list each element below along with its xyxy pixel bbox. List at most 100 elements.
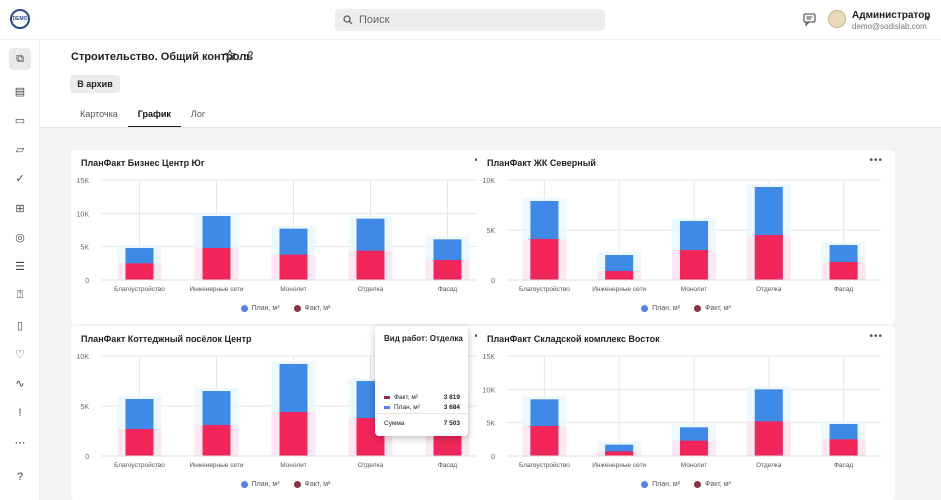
fact-bar[interactable]: [202, 248, 231, 280]
fact-bar[interactable]: [279, 254, 308, 280]
fact-bar[interactable]: [829, 262, 858, 280]
legend-item[interactable]: План, м²: [240, 305, 280, 312]
chart-panel: ПланФакт ЖК Северный ••• 0 5K 10K Благоустрой…: [477, 150, 895, 324]
check-icon[interactable]: ✓: [15, 172, 25, 185]
chart-legend: План, м² Факт, м²: [71, 481, 500, 488]
legend-item[interactable]: План, м²: [641, 305, 680, 312]
chart-panel: ПланФакт Бизнес Центр Юг•••05K10K15KБлаг…: [71, 150, 500, 324]
tab-chart[interactable]: График: [127, 108, 181, 128]
legend-dot: [641, 481, 649, 488]
chart-tooltip: Вид работ: Отделка Факт, м² 3 819 План, …: [375, 326, 468, 436]
y-tick-label: 0: [85, 278, 89, 285]
folder-icon[interactable]: ▱: [15, 143, 25, 156]
x-tick-label: Отделка: [358, 286, 384, 293]
x-tick-label: Благоустройство: [519, 461, 570, 469]
x-tick-label: Монолит: [280, 286, 307, 293]
user-name[interactable]: Администратор: [852, 10, 931, 21]
x-tick-label: Фасад: [834, 462, 853, 469]
y-tick-label: 5K: [486, 421, 495, 428]
fact-bar[interactable]: [202, 425, 231, 456]
fact-bar[interactable]: [125, 429, 154, 456]
logo[interactable]: DEMO: [10, 9, 30, 29]
legend-item[interactable]: Факт, м²: [694, 481, 731, 488]
sitemap-icon[interactable]: ⊞: [15, 202, 25, 215]
fact-bar[interactable]: [530, 426, 559, 456]
page-header: Строительство. Общий контроль В архив Ка…: [40, 40, 941, 128]
plan-bar[interactable]: [605, 444, 634, 456]
more-icon[interactable]: •••: [869, 155, 883, 166]
x-tick-label: Фасад: [438, 462, 457, 469]
list-icon[interactable]: ☰: [15, 260, 25, 273]
tab-log[interactable]: Лог: [190, 109, 206, 119]
chart-panel: ПланФакт Складской комплекс Восток ••• 0 5K…: [477, 326, 895, 500]
bar-chart: 0 5K 10K Благоустройство Инженерные сети Моно…: [483, 178, 881, 293]
chat-icon[interactable]: [803, 13, 816, 26]
y-tick-label: 5K: [486, 228, 495, 235]
legend-label: Факт, м²: [304, 481, 331, 488]
legend-item[interactable]: Факт, м²: [293, 305, 330, 312]
top-bar: DEMO Поиск Администратор demo@sodislab.c…: [0, 0, 941, 40]
plan-swatch: [384, 406, 390, 409]
legend-label: План, м²: [251, 305, 280, 312]
fact-bar[interactable]: [433, 260, 462, 280]
more-icon[interactable]: •••: [869, 331, 883, 342]
fact-bar[interactable]: [680, 250, 708, 280]
alert-icon[interactable]: !: [18, 407, 22, 419]
tooltip-row-plan: План, м² 3 684: [384, 404, 460, 411]
more-icon[interactable]: ⋯: [14, 436, 26, 449]
heart-icon[interactable]: ♡: [15, 348, 25, 361]
legend-item[interactable]: Факт, м²: [293, 481, 331, 488]
tab-card[interactable]: Карточка: [80, 109, 118, 119]
question-icon[interactable]: ?: [16, 471, 24, 483]
sidebar: ⧉ ▤ ▭ ▱ ✓ ⊞ ◎ ☰ ⍰ ▯ ♡ ∿! ⋯?: [0, 40, 40, 500]
pulse-icon[interactable]: ∿: [15, 377, 25, 390]
avatar[interactable]: [828, 10, 846, 28]
fact-bar[interactable]: [605, 271, 634, 280]
legend-label: Факт, м²: [705, 481, 731, 488]
x-tick-label: Монолит: [681, 462, 708, 469]
fact-bar[interactable]: [530, 239, 559, 280]
document-icon[interactable]: ▤: [14, 85, 26, 98]
y-tick-label: 5K: [80, 404, 89, 411]
fact-bar[interactable]: [356, 250, 385, 280]
chevron-down-icon[interactable]: ▼: [924, 14, 932, 23]
bar-chart: 0 5K 10K 15K Благоустройство Инженерные сети М…: [77, 178, 486, 293]
legend-item[interactable]: План, м²: [240, 481, 280, 488]
fact-bar[interactable]: [125, 263, 154, 280]
fact-bar[interactable]: [605, 451, 634, 456]
help-chat-icon[interactable]: ⍰: [16, 288, 24, 301]
user-circle-icon[interactable]: ◎: [15, 231, 25, 244]
star-icon[interactable]: [224, 49, 236, 61]
fact-bar[interactable]: [754, 421, 783, 456]
archive-button[interactable]: В архив: [70, 75, 120, 93]
legend-item[interactable]: План, м²: [641, 481, 680, 488]
legend-item[interactable]: Факт, м²: [694, 305, 731, 312]
tooltip-plan-label: План, м²: [394, 404, 420, 411]
search-input[interactable]: Поиск: [359, 14, 390, 26]
file-icon[interactable]: ▭: [14, 114, 26, 127]
x-tick-label: Монолит: [681, 286, 708, 293]
tooltip-title: Вид работ: Отделка: [384, 334, 463, 343]
y-tick-label: 10K: [483, 387, 496, 394]
legend-dot: [240, 481, 248, 488]
bar-chart: 0 5K 10K 15K Благоустройство Инженерные сети М…: [483, 354, 881, 469]
x-tick-label: Благоустройство: [519, 285, 570, 293]
link-icon[interactable]: [243, 50, 254, 61]
legend-label: Факт, м²: [705, 305, 731, 312]
y-tick-label: 0: [491, 454, 495, 461]
book-icon[interactable]: ▯: [16, 319, 24, 332]
legend-dot: [293, 305, 301, 312]
chart-title: ПланФакт ЖК Северный: [487, 158, 596, 168]
fact-bar[interactable]: [680, 440, 708, 456]
search-box[interactable]: Поиск: [335, 9, 605, 31]
fact-swatch: [384, 396, 390, 399]
x-tick-label: Отделка: [358, 462, 384, 469]
main-area: Строительство. Общий контроль В архив Ка…: [40, 40, 941, 500]
fact-bar[interactable]: [279, 412, 308, 456]
fact-bar[interactable]: [829, 439, 858, 456]
divider: [40, 127, 941, 128]
fact-bar[interactable]: [754, 235, 783, 280]
y-tick-label: 0: [85, 454, 89, 461]
chart-legend: План, м² Факт, м²: [477, 481, 895, 488]
hierarchy-icon[interactable]: ⧉: [9, 48, 31, 70]
